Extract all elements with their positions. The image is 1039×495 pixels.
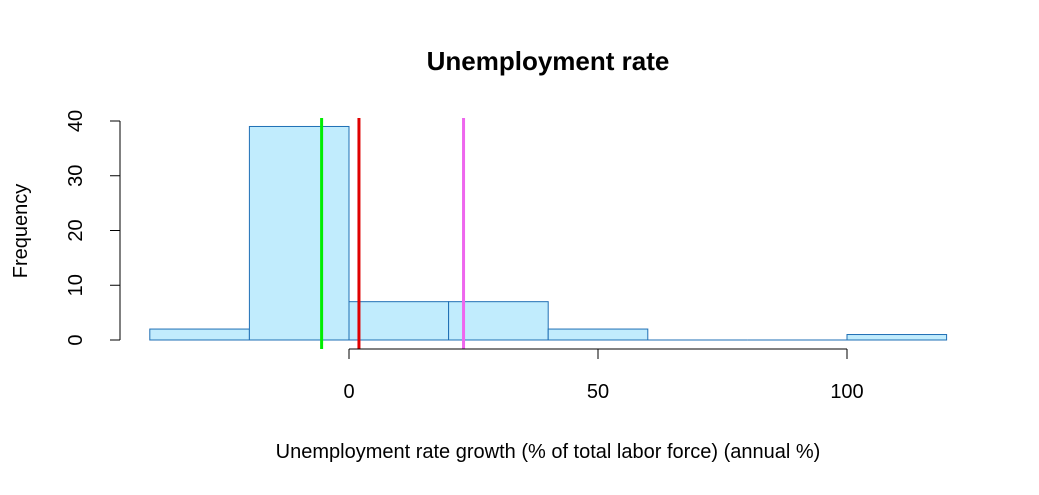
x-axis-label: Unemployment rate growth (% of total lab…: [276, 441, 821, 463]
y-tick-label: 40: [65, 110, 87, 132]
y-tick-label: 20: [65, 219, 87, 241]
histogram-bar: [149, 328, 250, 341]
x-tick-label: 100: [830, 381, 863, 403]
y-tick-label: 10: [65, 274, 87, 296]
y-tick-label: 0: [65, 334, 87, 345]
reference-lines-group: [320, 118, 466, 349]
x-tick-label: 50: [587, 381, 609, 403]
histogram-bar: [248, 125, 350, 341]
histogram-bar: [348, 301, 450, 341]
y-tick-label: 30: [65, 165, 87, 187]
y-axis: 0 10 20 30 40: [65, 110, 121, 346]
x-axis: 0 50 100: [343, 348, 864, 403]
bars-group: [149, 125, 948, 341]
histogram-bar: [448, 301, 549, 341]
histogram-bar: [547, 328, 649, 341]
chart-title: Unemployment rate: [427, 46, 670, 76]
histogram-bar: [846, 334, 948, 341]
x-tick-label: 0: [343, 381, 354, 403]
y-axis-label: Frequency: [10, 184, 32, 279]
